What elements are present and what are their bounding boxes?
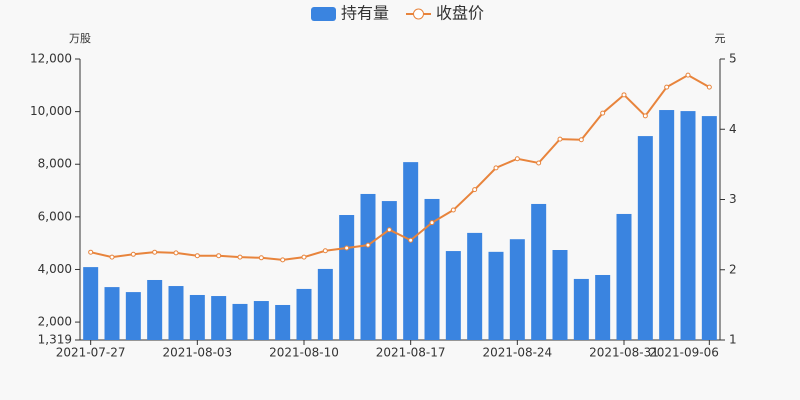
- line-point: [258, 255, 264, 261]
- line-point: [578, 137, 584, 143]
- x-tick-label: 2021-07-27: [56, 346, 126, 360]
- bar: [573, 278, 589, 340]
- line-point: [642, 113, 648, 119]
- bar: [253, 301, 269, 340]
- y-axis-unit: 万股: [69, 32, 91, 45]
- y2-tick-label: 3: [729, 192, 737, 206]
- bar: [125, 292, 141, 340]
- line-point: [557, 136, 563, 142]
- line-point: [664, 84, 670, 90]
- bar: [637, 136, 653, 340]
- x-tick-label: 2021-09-06: [649, 346, 719, 360]
- bar: [488, 251, 504, 340]
- line-point: [621, 92, 627, 98]
- line-point: [322, 248, 328, 254]
- line-point: [194, 253, 200, 259]
- bar: [211, 296, 227, 340]
- bar: [232, 303, 248, 340]
- line: [90, 74, 710, 261]
- line-point: [706, 84, 712, 90]
- bar: [381, 201, 397, 340]
- bar: [189, 294, 205, 340]
- y2-tick-label: 4: [729, 122, 737, 136]
- y2-tick-label: 2: [729, 262, 737, 276]
- x-tick-label: 2021-08-10: [269, 346, 339, 360]
- bar: [296, 288, 312, 340]
- bar: [616, 213, 632, 340]
- bar: [104, 287, 120, 340]
- y-tick-label: 12,000: [30, 52, 72, 66]
- y2-tick-label: 1: [729, 333, 737, 347]
- line-point: [514, 156, 520, 162]
- line-point: [365, 242, 371, 248]
- line-point: [280, 257, 286, 263]
- bar: [595, 274, 611, 340]
- x-tick-label: 2021-08-24: [482, 346, 552, 360]
- line-point: [216, 253, 222, 259]
- line-point: [493, 165, 499, 171]
- legend-label[interactable]: 收盘价: [436, 4, 484, 23]
- bar: [275, 304, 291, 340]
- y-tick-label: 4,000: [38, 262, 72, 276]
- y-tick-label: 10,000: [30, 104, 72, 118]
- bar: [83, 267, 99, 340]
- line-point: [472, 187, 478, 193]
- bar: [168, 286, 184, 340]
- line-point: [344, 245, 350, 251]
- line-point: [130, 251, 136, 257]
- y2-tick-label: 5: [729, 52, 737, 66]
- line-point: [88, 249, 94, 255]
- y-tick-label: 6,000: [38, 209, 72, 223]
- x-tick-label: 2021-08-17: [376, 346, 446, 360]
- bar: [531, 203, 547, 340]
- bar: [659, 110, 675, 340]
- line-point: [685, 72, 691, 78]
- bar: [360, 193, 376, 340]
- bar: [147, 279, 163, 340]
- line-point: [109, 254, 115, 260]
- x-tick-label: 2021-08-03: [162, 346, 232, 360]
- line-point: [386, 227, 392, 233]
- bar: [317, 268, 333, 340]
- bar: [403, 162, 419, 340]
- y-tick-label: 8,000: [38, 157, 72, 171]
- bar: [339, 215, 355, 340]
- bar: [552, 249, 568, 340]
- legend-swatch[interactable]: [311, 7, 336, 21]
- line-point: [152, 249, 158, 255]
- line-point: [429, 220, 435, 226]
- line-point: [237, 254, 243, 260]
- line-point: [536, 160, 542, 166]
- legend-swatch[interactable]: [413, 8, 424, 20]
- y-tick-label: 2,000: [38, 315, 72, 329]
- bar: [467, 232, 483, 340]
- y2-axis-unit: 元: [715, 32, 726, 45]
- bar: [445, 251, 461, 340]
- bar: [424, 198, 440, 340]
- line-point: [173, 250, 179, 256]
- x-tick-label: 2021-08-31: [589, 346, 659, 360]
- bar: [701, 116, 717, 340]
- line-point: [408, 237, 414, 243]
- bar: [509, 239, 525, 340]
- line-point: [600, 110, 606, 116]
- line-point: [301, 254, 307, 260]
- line-point: [450, 207, 456, 213]
- bar: [680, 111, 696, 340]
- legend-label[interactable]: 持有量: [341, 4, 389, 23]
- y-tick-label: 1,319: [38, 333, 72, 347]
